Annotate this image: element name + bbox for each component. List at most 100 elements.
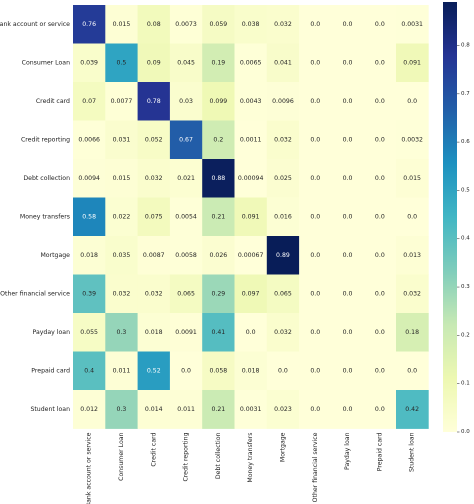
- heatmap-cell: [137, 390, 171, 429]
- heatmap-cell: [266, 390, 300, 429]
- heatmap-cell: [73, 351, 106, 391]
- column-label: Payday loan: [344, 432, 351, 470]
- heatmap-cell: [299, 43, 332, 83]
- heatmap-cell: [266, 5, 300, 44]
- column-labels: Bank account or service Consumer Loan Cred…: [86, 432, 416, 504]
- heatmap-cell: [202, 159, 235, 198]
- heatmap-cell: [169, 120, 203, 160]
- cell-value-label: 0.013: [403, 252, 421, 259]
- heatmap-cell: [331, 313, 365, 352]
- heatmap-cell: [73, 5, 106, 44]
- heatmap-cell: [169, 43, 203, 83]
- cell-value-label: 0.0: [310, 406, 320, 413]
- colorbar-tick-label: 0.7: [461, 91, 470, 97]
- heatmap-cell: [73, 274, 106, 314]
- heatmap-cell: [266, 236, 300, 275]
- cell-value-label: 0.0: [310, 136, 320, 143]
- cell-value-label: 0.67: [179, 136, 193, 143]
- cell-value-label: 0.41: [211, 329, 225, 336]
- heatmap-cell: [169, 5, 203, 44]
- row-label: Consumer Loan: [22, 59, 70, 66]
- cell-value-label: 0.065: [274, 290, 292, 297]
- cell-value-label: 0.032: [145, 175, 163, 182]
- heatmap-cell: [202, 82, 235, 121]
- heatmap-cell: [105, 43, 138, 83]
- heatmap-cell: [105, 82, 138, 121]
- cell-value-label: 0.0096: [272, 98, 294, 105]
- colorbar-tick-label: 0.0: [461, 429, 470, 435]
- heatmap-cell: [202, 351, 235, 391]
- cell-value-label: 0.58: [82, 213, 96, 220]
- heatmap-cell: [266, 274, 300, 314]
- heatmap-cell: [169, 274, 203, 314]
- heatmap-cell: [105, 5, 138, 44]
- cell-value-label: 0.0043: [240, 98, 262, 105]
- heatmap-cell: [266, 43, 300, 83]
- heatmap-cell: [105, 274, 138, 314]
- heatmap-cell: [396, 159, 429, 198]
- cell-value-label: 0.012: [80, 406, 98, 413]
- row-label: Credit card: [36, 98, 70, 105]
- cell-value-label: 0.0: [310, 21, 320, 28]
- row-label: Debt collection: [23, 175, 70, 182]
- cell-value-label: 0.0073: [175, 21, 197, 28]
- colorbar-tick-label: 0.4: [461, 236, 470, 242]
- cell-value-label: 0.038: [242, 21, 260, 28]
- heatmap-cell: [331, 120, 365, 160]
- heatmap-cell: [137, 5, 171, 44]
- cell-value-label: 0.00067: [238, 252, 264, 259]
- heatmap-cell: [234, 313, 268, 352]
- heatmap-cell: [363, 390, 397, 429]
- heatmap-cell: [299, 82, 332, 121]
- cell-value-label: 0.39: [82, 290, 96, 297]
- cell-value-label: 0.011: [177, 406, 195, 413]
- colorbar-tick-label: 0.1: [461, 381, 470, 387]
- cell-value-label: 0.0077: [111, 98, 133, 105]
- colorbar-tick-label: 0.8: [461, 42, 470, 48]
- heatmap-cell: [73, 120, 106, 160]
- cell-value-label: 0.0066: [78, 136, 100, 143]
- cell-value-label: 0.035: [113, 252, 131, 259]
- colorbar-tick-label: 0.3: [461, 284, 470, 290]
- heatmap-cell: [105, 159, 138, 198]
- cell-value-label: 0.0065: [240, 59, 262, 66]
- heatmap-cell: [266, 313, 300, 352]
- cell-value-label: 0.0: [375, 21, 385, 28]
- heatmap-cell: [234, 43, 268, 83]
- cell-value-label: 0.0054: [175, 213, 197, 220]
- column-label: Student loan: [409, 432, 416, 472]
- column-label: Prepaid card: [376, 432, 383, 471]
- heatmap-cell: [363, 43, 397, 83]
- heatmap-cell: [105, 197, 138, 237]
- cell-value-label: 0.075: [145, 213, 163, 220]
- cell-value-label: 0.058: [209, 367, 227, 374]
- cell-value-label: 0.0: [343, 59, 353, 66]
- cell-value-label: 0.42: [405, 406, 419, 413]
- cell-value-label: 0.2: [213, 136, 223, 143]
- cell-value-label: 0.015: [403, 175, 421, 182]
- heatmap-cell: [105, 313, 138, 352]
- heatmap-cell: [73, 313, 106, 352]
- cell-value-label: 0.0: [375, 329, 385, 336]
- heatmap-cell: [202, 5, 235, 44]
- cell-value-label: 0.0: [375, 213, 385, 220]
- heatmap-cell: [73, 236, 106, 275]
- heatmap-cell: [202, 274, 235, 314]
- heatmap-cell: [73, 197, 106, 237]
- cell-value-label: 0.21: [211, 406, 225, 413]
- heatmap-cell: [396, 197, 429, 237]
- cell-value-label: 0.09: [147, 59, 161, 66]
- cell-value-label: 0.29: [211, 290, 225, 297]
- column-label: Mortgage: [279, 432, 286, 462]
- cell-value-label: 0.0: [375, 367, 385, 374]
- heatmap-cell: [169, 390, 203, 429]
- heatmap-cell: [137, 120, 171, 160]
- heatmap-cell: [234, 390, 268, 429]
- heatmap-cell: [299, 236, 332, 275]
- cell-value-label: 0.0032: [401, 136, 423, 143]
- cell-value-label: 0.88: [211, 175, 225, 182]
- heatmap-cell: [363, 236, 397, 275]
- cell-value-label: 0.026: [209, 252, 227, 259]
- heatmap-cell: [73, 390, 106, 429]
- heatmap-cell: [363, 274, 397, 314]
